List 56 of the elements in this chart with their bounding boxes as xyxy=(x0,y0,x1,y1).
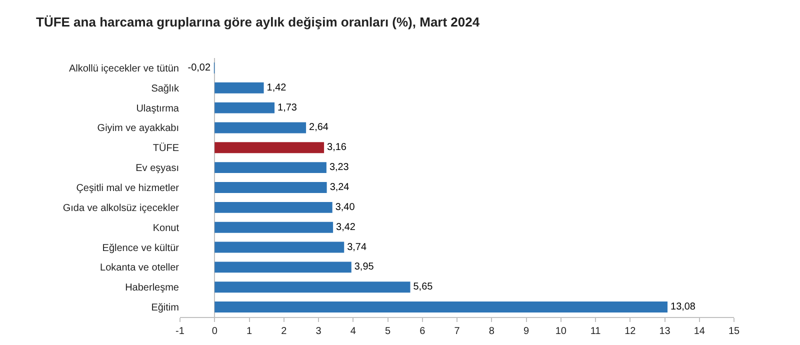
x-tick-label: 2 xyxy=(281,326,288,337)
bar xyxy=(214,302,668,313)
data-label: 5,65 xyxy=(413,282,434,293)
x-tick-label: 0 xyxy=(212,326,218,337)
y-tick-label: Giyim ve ayakkabı xyxy=(97,123,179,134)
x-tick-label: 4 xyxy=(350,326,356,337)
data-label: 3,24 xyxy=(330,182,350,193)
x-tick-label: -1 xyxy=(176,326,185,337)
data-label: 13,08 xyxy=(670,302,696,313)
data-label: 3,40 xyxy=(335,202,356,213)
bar xyxy=(214,262,352,273)
y-tick-label: Haberleşme xyxy=(125,282,180,294)
x-tick-label: 6 xyxy=(420,326,426,337)
bar xyxy=(214,182,327,193)
data-label: 3,16 xyxy=(327,142,347,154)
x-tick-label: 13 xyxy=(659,326,671,337)
y-tick-label: Sağlık xyxy=(151,83,180,94)
x-tick-label: 7 xyxy=(454,326,460,337)
data-label: 3,95 xyxy=(354,262,374,273)
data-label: 3,74 xyxy=(347,242,367,253)
y-tick-label: Çeşitli mal ve hizmetler xyxy=(76,183,180,194)
x-tick-label: 3 xyxy=(316,326,322,337)
y-tick-label: Eğitim xyxy=(151,302,179,314)
y-tick-label: Ulaştırma xyxy=(136,103,180,114)
y-tick-label: Alkollü içecekler ve tütün xyxy=(68,63,179,74)
bar xyxy=(214,162,326,174)
bar xyxy=(214,222,334,233)
data-label: -0,02 xyxy=(188,62,211,74)
bar xyxy=(214,202,332,213)
x-tick-label: 1 xyxy=(246,326,252,337)
x-tick-label: 14 xyxy=(694,326,706,337)
data-label: 2,64 xyxy=(309,122,329,134)
data-label: 1,42 xyxy=(266,82,287,94)
data-label: 3,42 xyxy=(336,222,356,233)
x-tick-label: 5 xyxy=(384,326,391,337)
bar xyxy=(214,102,275,114)
x-tick-label: 11 xyxy=(590,326,602,337)
data-label: 1,73 xyxy=(278,102,298,114)
x-tick-label: 9 xyxy=(523,326,530,337)
x-tick-label: 10 xyxy=(555,326,567,337)
x-tick-label: 15 xyxy=(728,326,740,337)
y-tick-label: Eğlence ve kültür xyxy=(102,242,180,254)
bar xyxy=(214,142,324,154)
y-tick-label: Ev eşyası xyxy=(136,163,179,174)
bar xyxy=(214,122,306,134)
bar xyxy=(214,242,344,253)
x-tick-label: 12 xyxy=(624,326,636,337)
y-tick-label: TÜFE xyxy=(152,142,180,154)
bar xyxy=(214,82,264,94)
data-label: 3,23 xyxy=(329,162,350,174)
y-tick-label: Gıda ve alkolsüz içecekler xyxy=(62,202,180,214)
bar xyxy=(214,282,410,293)
x-tick-label: 8 xyxy=(488,326,495,337)
y-tick-label: Lokanta ve oteller xyxy=(100,262,180,274)
chart-title: TÜFE ana harcama gruplarına göre aylık değişim oranları (%), Mart 2024 xyxy=(36,14,480,30)
y-tick-label: Konut xyxy=(152,222,180,234)
